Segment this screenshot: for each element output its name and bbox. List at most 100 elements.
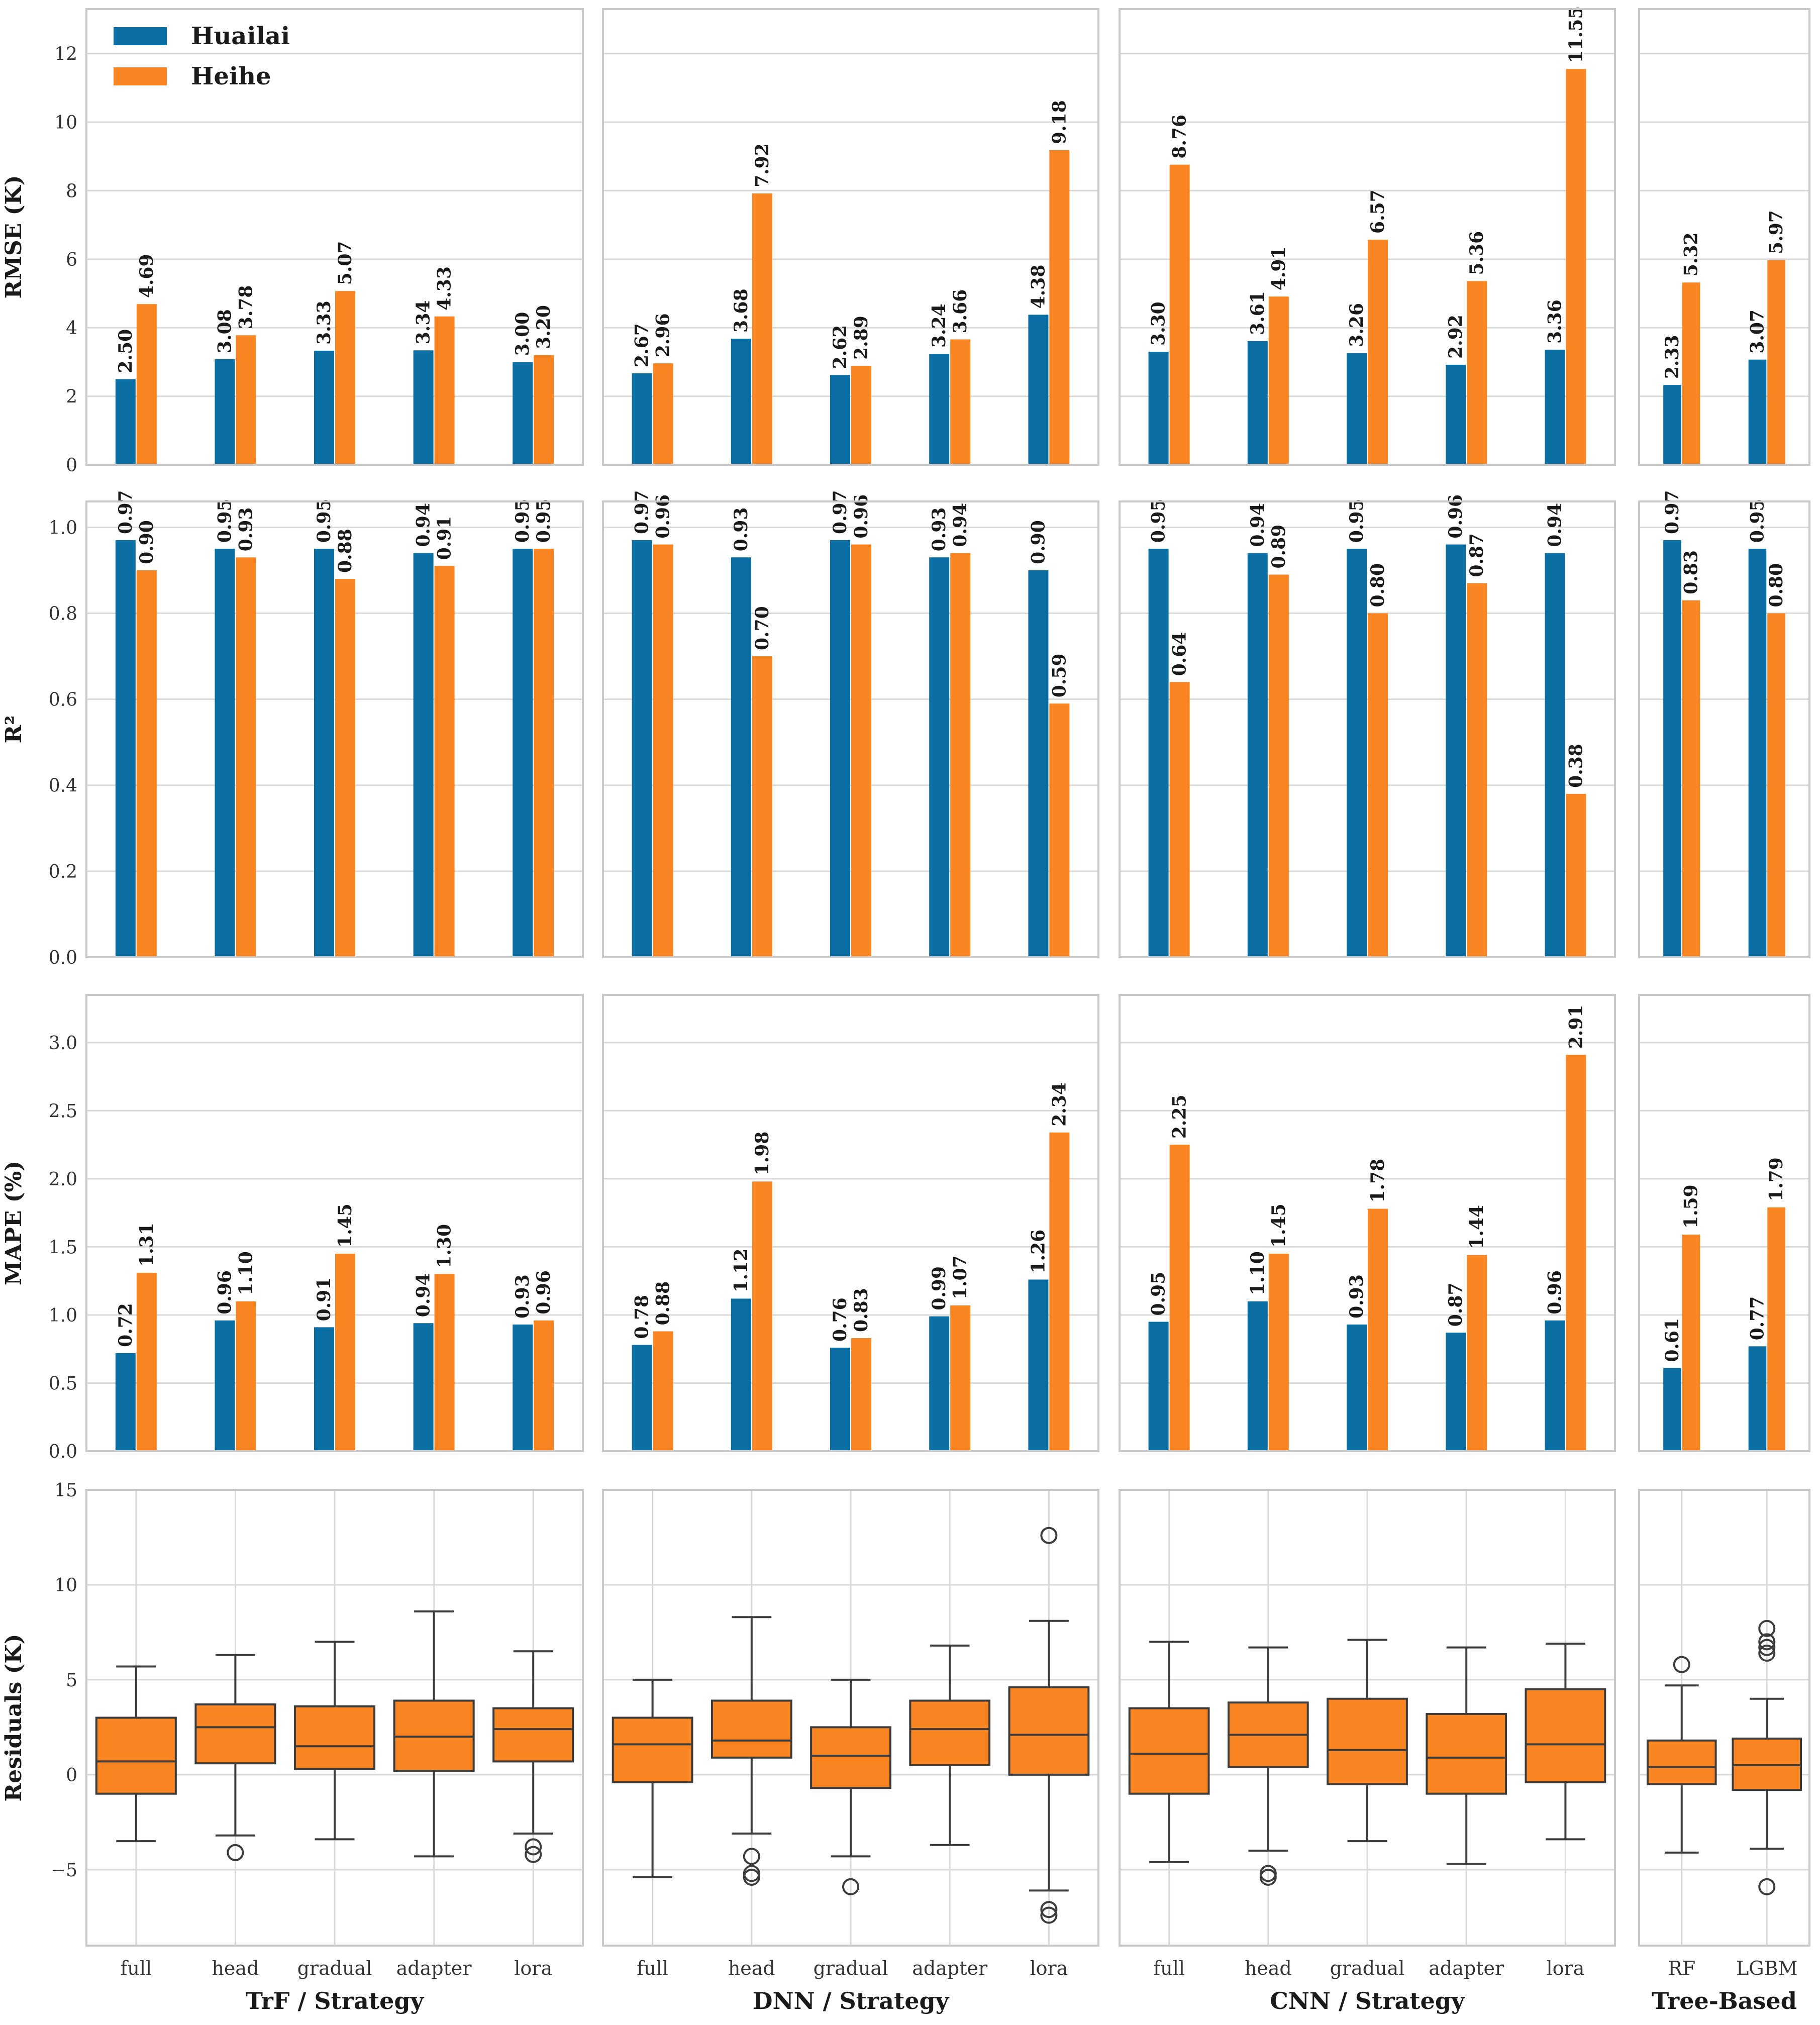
bar-value-label: 0.72 [115, 1303, 136, 1347]
outlier-point [842, 1878, 859, 1895]
box-iqr [492, 1707, 574, 1763]
bar-value-label: 0.59 [1049, 653, 1070, 697]
y-tick-label: 0 [66, 1765, 77, 1786]
bar-heihe-full [1169, 1145, 1190, 1451]
bar-heihe-RF [1682, 282, 1700, 465]
bar-value-label: 7.92 [752, 143, 773, 187]
bar-heihe-head [1268, 574, 1289, 957]
bar-heihe-lora [1566, 69, 1586, 465]
bar-value-label: 1.26 [1028, 1230, 1049, 1274]
box-iqr [1646, 1739, 1717, 1785]
bar-value-label: 2.91 [1565, 1005, 1586, 1049]
outlier-point [743, 1868, 760, 1886]
bar-huailai-adapter [929, 557, 950, 957]
panel-residuals-3: RF LGBM Tree-Based [1638, 1489, 1810, 2014]
panel-residuals-0: full head gradual adapter lora TrF / Strategy [85, 1489, 584, 2014]
bar-heihe-lora [534, 549, 554, 957]
y-tick-label: 12 [54, 44, 77, 65]
bar-huailai-adapter [413, 1323, 434, 1451]
bar-value-label: 0.80 [1766, 563, 1787, 608]
x-tick-label: RF [1668, 1957, 1695, 1979]
bar-value-label: 5.07 [335, 241, 356, 285]
bar-huailai-full [632, 1345, 652, 1451]
panel-frame [85, 8, 584, 466]
bar-value-label: 0.64 [1169, 632, 1190, 676]
bar-huailai-LGBM [1748, 1346, 1767, 1451]
bar-heihe-adapter [434, 316, 455, 465]
bar-value-label: 0.93 [235, 508, 256, 552]
bar-huailai-full [632, 540, 652, 957]
x-axis-title: CNN / Strategy [1270, 1987, 1465, 2014]
bar-heihe-full [136, 570, 157, 957]
box-lora [492, 1650, 574, 1863]
x-axis-title: DNN / Strategy [753, 1987, 950, 2014]
x-tick-label: adapter [1429, 1957, 1504, 1979]
panel-mape-3: 0.61 0.77 1.59 1.79 [1638, 994, 1810, 1452]
panel-r2-0: 0.97 0.95 0.95 0.94 0.950.90 0.93 0.88 0.91 0.95 [85, 490, 584, 958]
panel-frame [1638, 994, 1810, 1452]
bar-value-label: 3.34 [413, 300, 434, 345]
bar-value-label: 3.20 [533, 305, 554, 349]
legend: Huailai Heihe [114, 22, 290, 90]
bar-value-label: 2.25 [1169, 1094, 1190, 1139]
panel-frame [1638, 8, 1810, 466]
bar-value-label: 4.33 [434, 266, 455, 311]
bar-huailai-lora [1545, 349, 1565, 465]
box-full [1128, 1641, 1210, 1863]
bar-value-label: 0.94 [1544, 503, 1565, 547]
bar-heihe-gradual [1368, 1208, 1388, 1451]
x-axis-title: TrF / Strategy [246, 1987, 425, 2014]
x-tick-label: gradual [814, 1957, 888, 1979]
bar-value-label: 0.93 [1346, 1274, 1367, 1319]
bar-heihe-LGBM [1767, 1207, 1785, 1451]
bar-huailai-head [215, 1320, 235, 1451]
panel-frame [1119, 1489, 1616, 1947]
bar-value-label: 0.88 [653, 1281, 674, 1326]
box-iqr [1008, 1686, 1090, 1776]
x-tick-label: adapter [912, 1957, 988, 1979]
box-adapter [909, 1644, 991, 1846]
outlier-point [1758, 1645, 1776, 1662]
x-tick-label: head [1245, 1957, 1292, 1979]
bar-value-label: 0.87 [1466, 533, 1487, 577]
bar-value-label: 0.78 [632, 1295, 653, 1339]
y-tick-label: 0.5 [49, 1373, 77, 1394]
bar-value-label: 0.95 [1747, 498, 1768, 543]
bar-heihe-adapter [434, 566, 455, 957]
legend-swatch [114, 27, 167, 45]
bar-value-label: 0.61 [1662, 1318, 1683, 1362]
panel-rmse-0: 2.50 3.08 3.33 3.34 3.00 4.69 3.78 5.07 4.33 3.20 [85, 8, 584, 466]
box-iqr [1128, 1707, 1210, 1795]
bar-heihe-head [752, 193, 772, 465]
x-tick-label: gradual [1330, 1957, 1405, 1979]
bar-huailai-RF [1663, 1368, 1681, 1451]
x-tick-label: head [728, 1957, 775, 1979]
bar-value-label: 1.07 [950, 1255, 971, 1299]
row-rmse: RMSE (K) 0 2 4 6 8 10 12 2.50 3.08 3.33 3.34 3.00 4.6… [1, 7, 1810, 476]
bar-value-label: 4.69 [136, 254, 157, 298]
bar-value-label: 0.87 [1445, 1283, 1466, 1327]
bar-value-label: 0.97 [632, 490, 653, 534]
y-tick-label: 0.6 [49, 690, 77, 711]
bar-heihe-full [136, 304, 157, 465]
box-lora [1008, 1527, 1090, 1924]
panel-frame [602, 994, 1099, 1452]
bar-value-label: 1.30 [434, 1224, 455, 1268]
bar-value-label: 0.91 [434, 516, 455, 560]
bar-huailai-adapter [1446, 364, 1466, 465]
legend-label: Huailai [191, 22, 290, 50]
y-tick-label: 5 [66, 1670, 77, 1691]
y-tick-label: 3.0 [49, 1033, 77, 1054]
bar-value-label: 0.96 [1544, 1270, 1565, 1314]
bar-heihe-head [752, 1181, 772, 1451]
bar-value-label: 1.10 [235, 1251, 256, 1295]
bar-heihe-full [136, 1272, 157, 1451]
box-iqr [711, 1699, 792, 1759]
bar-heihe-head [236, 335, 256, 465]
bar-value-label: 0.94 [413, 503, 434, 547]
bar-heihe-adapter [950, 553, 971, 957]
bar-huailai-lora [1028, 1279, 1049, 1451]
bar-heihe-gradual [1368, 613, 1388, 957]
box-adapter [393, 1610, 475, 1858]
